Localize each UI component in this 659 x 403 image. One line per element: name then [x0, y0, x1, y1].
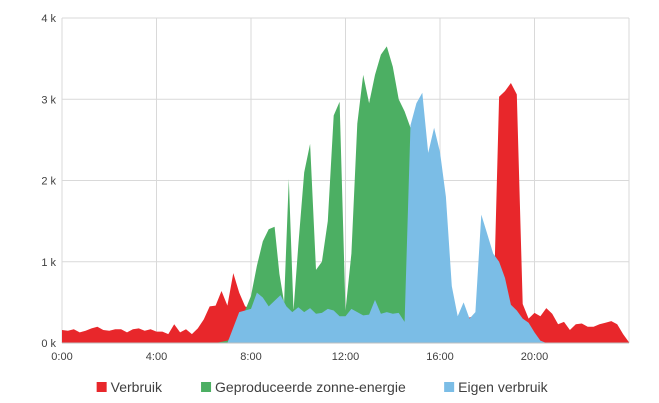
axes: 0 k 1 k 2 k 3 k 4 k 0:00 4:00 8:00 12:00 16:00 20:…: [41, 13, 629, 363]
area-series-3: [227, 92, 547, 343]
legend-label: Geproduceerde zonne-energie: [215, 379, 406, 395]
x-tick-label: 12:00: [332, 351, 360, 363]
area-series-2: [215, 46, 500, 344]
legend-swatch: [444, 382, 455, 392]
area-series-1: [62, 83, 629, 343]
x-tick-label: 16:00: [426, 351, 454, 363]
chart-areas: [62, 46, 629, 344]
legend-swatch: [201, 382, 212, 392]
x-tick-label: 8:00: [240, 351, 261, 363]
y-tick-label: 4 k: [41, 13, 56, 25]
legend-label: Verbruik: [111, 379, 163, 395]
y-tick-label: 2 k: [41, 176, 56, 188]
grid-lines: [61, 17, 630, 343]
x-tick-label: 20:00: [521, 351, 549, 363]
y-tick-label: 3 k: [41, 94, 56, 106]
x-tick-label: 4:00: [146, 351, 167, 363]
y-tick-label: 1 k: [41, 257, 56, 269]
legend: Verbruik Geproduceerde zonne-energie Eigen…: [96, 379, 549, 395]
y-tick-label: 0 k: [41, 338, 56, 350]
legend-label: Eigen verbruik: [458, 379, 548, 395]
legend-swatch: [96, 382, 107, 392]
x-tick-label: 0:00: [51, 351, 72, 363]
